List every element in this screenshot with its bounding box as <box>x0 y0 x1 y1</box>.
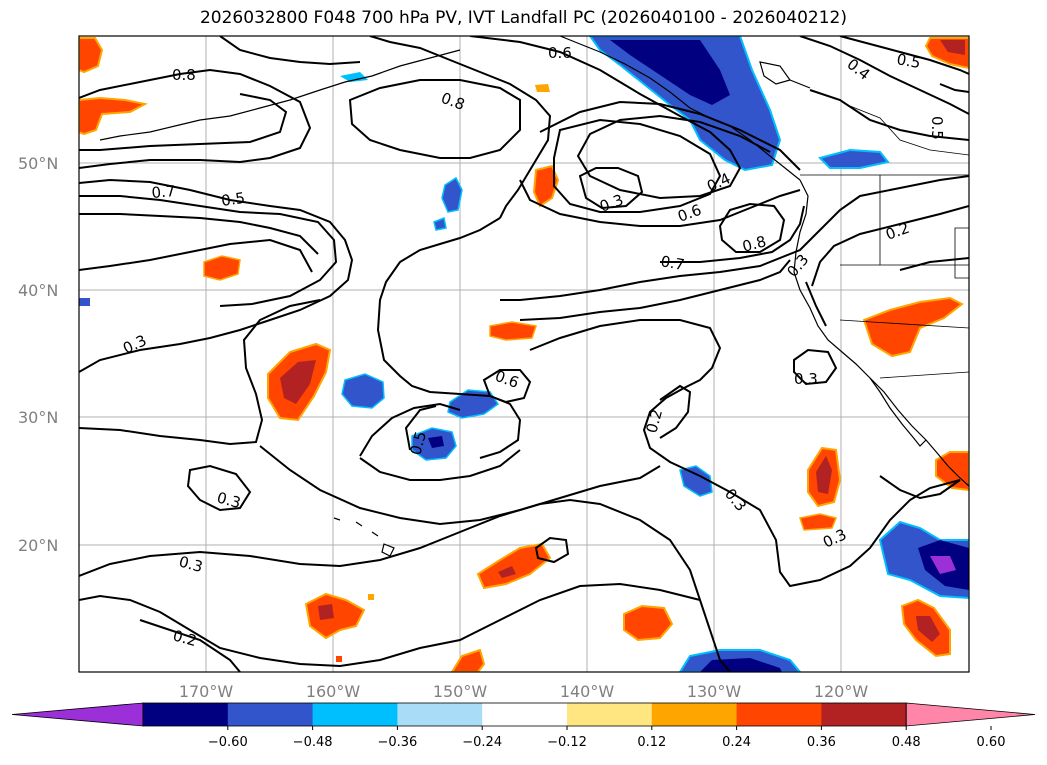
contour-label: 0.3 <box>177 552 205 576</box>
positive-region-16 <box>450 648 486 672</box>
contour-label: 0.6 <box>548 44 572 62</box>
contour-label: 0.2 <box>642 407 666 435</box>
north-america-coast <box>793 179 969 487</box>
alaska-coast <box>559 36 801 181</box>
negative-region-1 <box>441 176 463 213</box>
longitude-labels: 170°W 160°W 150°W 140°W 130°W 120°W <box>179 682 869 701</box>
colorbar-segment <box>227 703 314 726</box>
positive-region-10 <box>799 513 838 531</box>
positive-region-7 <box>489 321 537 341</box>
pv-contours <box>79 36 969 672</box>
colorbar-tick-label: −0.60 <box>208 735 248 750</box>
coastlines <box>99 36 969 672</box>
positive-region-5 <box>203 255 241 281</box>
colorbar-segment <box>11 702 144 727</box>
positive-region-12 <box>476 542 552 590</box>
colorbar-tick-label: 0.60 <box>977 735 1006 750</box>
lon-label: 120°W <box>814 682 869 701</box>
lon-label: 160°W <box>306 682 361 701</box>
latitude-labels: 50°N 40°N 30°N 20°N <box>18 154 58 555</box>
colorbar-tick-label: −0.24 <box>462 735 502 750</box>
lon-label: 150°W <box>433 682 488 701</box>
negative-region-3 <box>447 389 500 419</box>
contour-label: 0.7 <box>151 182 176 202</box>
colorbar-tick-label: 0.12 <box>637 735 666 750</box>
colorbar: −0.60 −0.48 −0.36 −0.24 −0.12 0.12 0.24 0.36 0.4… <box>11 702 1036 750</box>
colorbar-segment <box>482 703 568 726</box>
negative-region-2 <box>341 373 385 409</box>
lon-label: 140°W <box>560 682 615 701</box>
map-content: 0.8 0.8 0.7 0.5 0.6 0.5 0.4 0.5 0.3 0.4 … <box>79 36 969 672</box>
positive-region-4 <box>532 164 560 208</box>
contour-label: 0.5 <box>895 50 922 72</box>
colorbar-segment <box>312 703 398 726</box>
colorbar-tick-label: −0.12 <box>547 735 587 750</box>
positive-region-1 <box>79 37 104 74</box>
lon-label: 170°W <box>179 682 234 701</box>
contour-label: 0.3 <box>215 488 243 512</box>
positive-region-13 <box>304 592 366 640</box>
contour-label: 0.5 <box>406 429 430 457</box>
lat-label: 30°N <box>18 408 58 427</box>
colorbar-segment <box>143 703 229 726</box>
ivt-filled-regions <box>79 36 969 672</box>
colorbar-segment <box>736 703 822 726</box>
colorbar-tick-label: 0.24 <box>722 735 751 750</box>
contour-label: 0.7 <box>659 252 686 274</box>
colorbar-segment <box>397 703 483 726</box>
contour-label: 0.8 <box>740 232 768 256</box>
contour-label: 0.5 <box>220 189 246 210</box>
negative-region-5 <box>679 465 713 497</box>
lon-label: 130°W <box>687 682 742 701</box>
colorbar-segment <box>905 702 1036 727</box>
lat-label: 20°N <box>18 536 58 555</box>
negative-region-bc-small <box>818 148 890 169</box>
colorbar-outline <box>142 702 907 727</box>
positive-region-2 <box>79 96 148 136</box>
contour-label: 0.8 <box>172 66 196 84</box>
colorbar-tick-label: −0.36 <box>377 735 417 750</box>
negative-region-bc <box>588 36 782 172</box>
lat-label: 40°N <box>18 281 58 300</box>
colorbar-tick-label: 0.36 <box>807 735 836 750</box>
colorbar-segment <box>651 703 738 726</box>
colorbar-tick-label: −0.48 <box>293 735 333 750</box>
positive-region-14 <box>623 604 674 642</box>
lat-label: 50°N <box>18 154 58 173</box>
colorbar-segment <box>821 703 907 726</box>
colorbar-segment <box>567 703 653 726</box>
colorbar-tick-label: 0.48 <box>892 735 921 750</box>
map-frame <box>78 35 970 673</box>
contour-label: 0.2 <box>171 626 199 650</box>
map-title: 2026032800 F048 700 hPa PV, IVT Landfall… <box>199 8 847 28</box>
hawaii-islands <box>333 517 395 557</box>
baja-coast <box>869 377 927 447</box>
contour-label: 0.5 <box>928 116 946 140</box>
positive-region-8 <box>862 296 964 358</box>
contour-label: 0.3 <box>794 370 818 388</box>
